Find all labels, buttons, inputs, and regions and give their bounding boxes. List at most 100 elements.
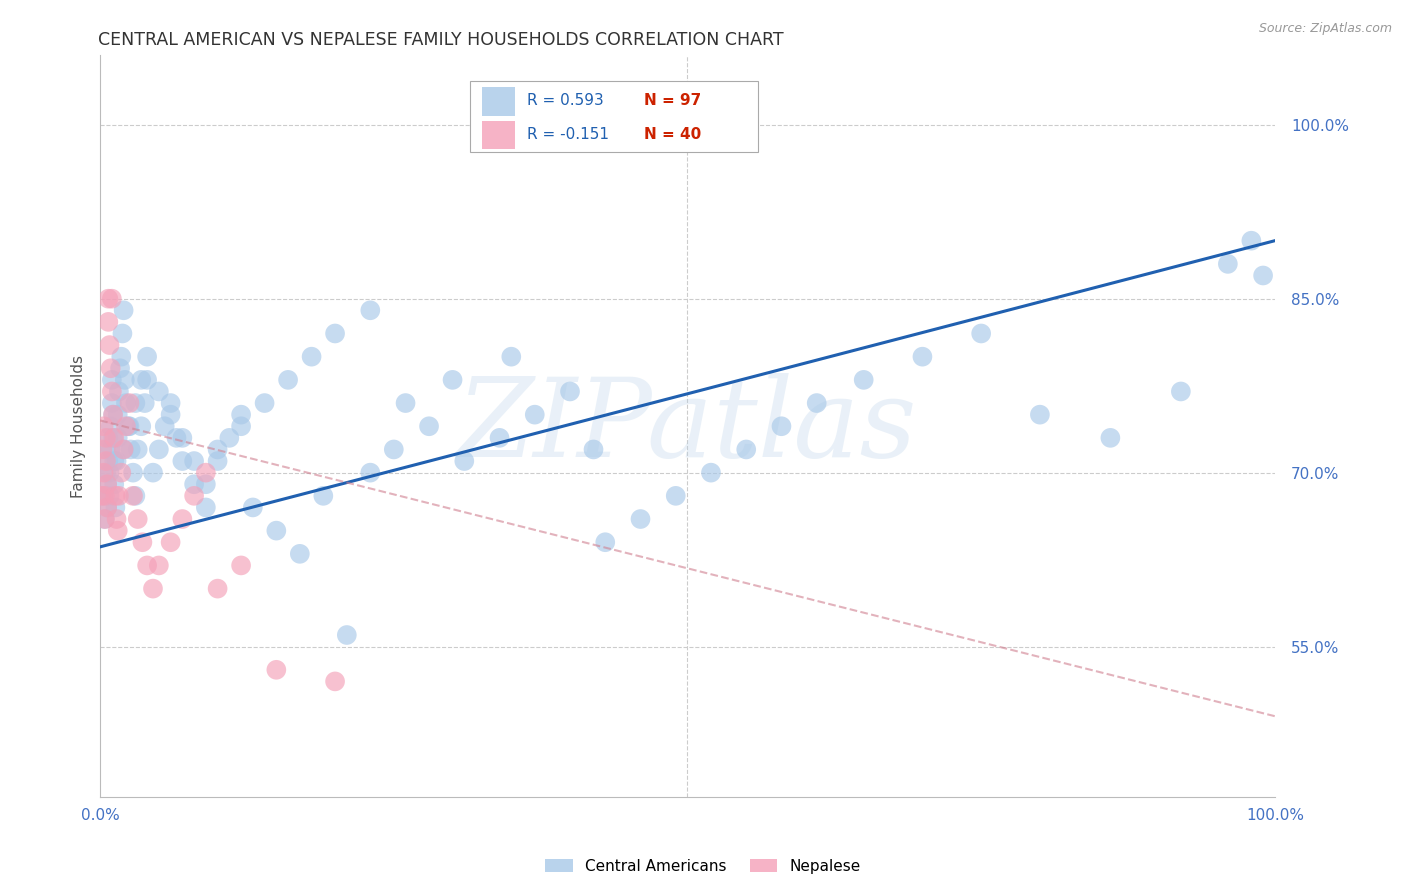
Point	[103, 431, 125, 445]
Point	[94, 489, 117, 503]
Point	[94, 512, 117, 526]
Point	[1029, 408, 1052, 422]
Point	[112, 303, 135, 318]
Point	[100, 419, 122, 434]
Point	[107, 431, 129, 445]
Point	[97, 454, 120, 468]
Point	[207, 582, 229, 596]
Point	[94, 512, 117, 526]
Point	[159, 535, 181, 549]
Point	[112, 442, 135, 457]
Point	[107, 524, 129, 538]
Point	[104, 500, 127, 515]
Point	[96, 500, 118, 515]
Point	[1240, 234, 1263, 248]
Point	[94, 442, 117, 457]
Point	[593, 535, 616, 549]
Point	[148, 442, 170, 457]
Point	[558, 384, 581, 399]
Point	[127, 442, 149, 457]
Point	[118, 419, 141, 434]
Point	[93, 419, 115, 434]
Point	[911, 350, 934, 364]
FancyBboxPatch shape	[482, 87, 515, 116]
Point	[148, 384, 170, 399]
Point	[394, 396, 416, 410]
Point	[115, 419, 138, 434]
Point	[96, 477, 118, 491]
Point	[582, 442, 605, 457]
Point	[441, 373, 464, 387]
Point	[453, 454, 475, 468]
Point	[108, 489, 131, 503]
Point	[1216, 257, 1239, 271]
Point	[194, 466, 217, 480]
Point	[101, 384, 124, 399]
Point	[105, 512, 128, 526]
Point	[207, 454, 229, 468]
Point	[323, 674, 346, 689]
Point	[100, 361, 122, 376]
Point	[129, 373, 152, 387]
Point	[111, 326, 134, 341]
Point	[418, 419, 440, 434]
Point	[207, 442, 229, 457]
Point	[101, 408, 124, 422]
Point	[277, 373, 299, 387]
Point	[1251, 268, 1274, 283]
Point	[98, 489, 121, 503]
Point	[1170, 384, 1192, 399]
Text: R = 0.593: R = 0.593	[527, 94, 603, 108]
Point	[110, 466, 132, 480]
Point	[94, 454, 117, 468]
FancyBboxPatch shape	[482, 121, 515, 150]
Point	[103, 477, 125, 491]
Point	[112, 442, 135, 457]
Point	[229, 558, 252, 573]
Point	[103, 454, 125, 468]
Point	[852, 373, 875, 387]
Point	[90, 489, 112, 503]
Point	[101, 431, 124, 445]
Point	[93, 466, 115, 480]
Point	[1099, 431, 1122, 445]
Point	[359, 466, 381, 480]
Point	[523, 408, 546, 422]
Point	[323, 326, 346, 341]
Point	[159, 396, 181, 410]
Point	[630, 512, 652, 526]
Point	[166, 431, 188, 445]
Point	[120, 442, 142, 457]
Point	[183, 489, 205, 503]
Point	[153, 419, 176, 434]
Point	[115, 396, 138, 410]
Point	[142, 466, 165, 480]
Point	[700, 466, 723, 480]
Point	[288, 547, 311, 561]
Point	[108, 361, 131, 376]
Point	[96, 500, 118, 515]
Point	[91, 442, 114, 457]
Point	[136, 350, 159, 364]
Point	[104, 489, 127, 503]
Point	[127, 512, 149, 526]
Point	[101, 408, 124, 422]
Point	[194, 500, 217, 515]
Point	[96, 477, 118, 491]
Point	[501, 350, 523, 364]
Point	[301, 350, 323, 364]
Point	[97, 431, 120, 445]
Point	[159, 408, 181, 422]
Text: Source: ZipAtlas.com: Source: ZipAtlas.com	[1258, 22, 1392, 36]
Point	[101, 292, 124, 306]
Point	[101, 373, 124, 387]
Point	[142, 582, 165, 596]
Point	[98, 338, 121, 352]
Point	[359, 303, 381, 318]
Point	[242, 500, 264, 515]
Point	[136, 373, 159, 387]
Point	[770, 419, 793, 434]
Point	[131, 535, 153, 549]
Point	[194, 477, 217, 491]
Point	[97, 315, 120, 329]
